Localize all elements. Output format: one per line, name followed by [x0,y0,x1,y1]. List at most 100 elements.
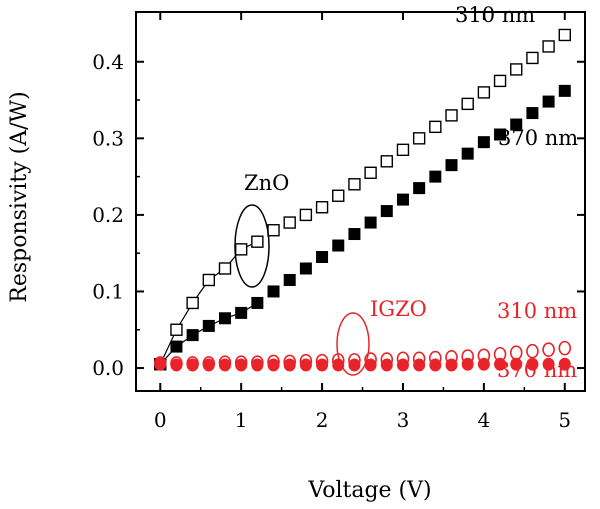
zno-370nm-label: 370 nm [498,126,578,150]
data-point [186,329,199,342]
data-point [364,166,377,179]
data-point [510,118,523,131]
data-point [234,243,248,256]
data-point [429,170,442,183]
data-point [315,201,329,214]
x-axis-label: Voltage (V) [307,478,431,503]
y-tick-label: 0.2 [92,203,124,227]
data-point [542,40,555,53]
data-point [494,128,507,141]
data-point [251,358,264,372]
igzo-310nm-label: 310 nm [497,299,577,323]
data-point [364,216,377,229]
data-point [445,159,458,172]
data-point [461,147,474,160]
y-tick-label: 0.0 [92,356,124,380]
data-point [510,357,523,371]
data-point [283,216,296,229]
data-point [396,143,410,157]
x-tick-label: 1 [235,408,248,432]
data-point [186,296,199,310]
data-point [316,358,329,372]
data-point [542,357,555,371]
data-point [380,155,393,168]
y-axis-label: Responsivity (A/W) [7,91,32,303]
data-point [316,251,329,264]
x-tick-label: 4 [478,408,491,432]
x-tick-label: 5 [558,408,571,432]
data-point [332,358,345,372]
data-point [202,273,216,287]
data-point [332,239,345,252]
data-point [267,285,280,298]
data-point [477,357,490,371]
igzo-highlight-ellipse [336,312,370,376]
data-point [251,296,264,309]
data-point [510,63,523,76]
data-point [235,306,248,319]
data-point [170,358,183,372]
zno-label: ZnO [244,171,289,195]
series-zno-370-nm [154,84,571,371]
series-igzo-370-nm [154,357,571,372]
data-point [170,323,183,336]
data-point [558,357,571,371]
data-point [526,107,539,120]
data-point [154,357,167,371]
data-point [494,357,507,371]
data-point [267,358,280,372]
data-point [477,86,491,99]
data-point [461,357,474,371]
zno-highlight-ellipse [234,204,270,288]
data-point [218,262,232,275]
y-tick-label: 0.1 [92,279,124,303]
data-point [429,120,442,134]
data-point [396,358,409,372]
data-point [445,358,458,372]
series-layer [153,28,572,372]
y-tick-label: 0.4 [92,50,124,74]
data-point [348,358,361,372]
data-point [186,358,199,372]
data-point [283,273,296,286]
series-zno-310-nm [154,28,571,371]
data-point [461,97,474,111]
data-point [526,51,539,65]
zno-310nm-label: 310 nm [455,3,535,27]
data-point [413,182,426,195]
data-point [380,358,393,372]
data-point [202,319,215,332]
y-tick-label: 0.3 [92,126,124,150]
data-point [202,358,215,372]
data-point [412,132,426,145]
data-point [429,358,442,372]
data-point [299,358,312,372]
data-point [558,84,571,97]
axes: 0 1 2 3 4 5 0.0 0.1 0.2 0.3 0.4 [92,11,586,432]
data-point [283,358,296,372]
data-point [380,205,393,218]
data-point [218,312,231,325]
igzo-label: IGZO [370,297,427,321]
data-point [477,136,490,149]
data-point [299,208,313,222]
data-point [493,74,507,88]
x-tick-label: 0 [154,408,167,432]
plot-frame [135,11,586,392]
data-point [526,357,539,371]
data-point [299,262,312,275]
data-point [558,340,572,356]
data-point [267,224,280,237]
data-point [235,358,248,372]
data-point [170,340,183,353]
data-point [332,189,345,202]
data-point [251,235,264,248]
data-point [396,193,409,206]
data-point [218,358,231,372]
data-point [542,95,555,108]
x-tick-label: 3 [397,408,410,432]
data-point [348,228,361,241]
data-point [542,342,555,357]
data-point [445,109,458,122]
igzo-370nm-label: 370 nm [497,358,577,382]
